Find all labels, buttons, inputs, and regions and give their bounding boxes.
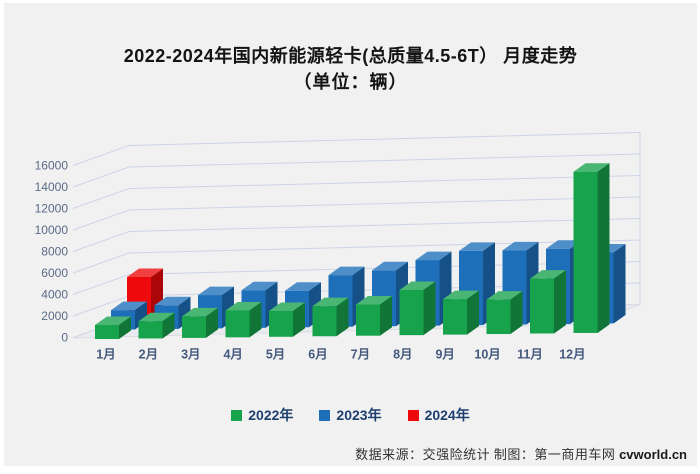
chart-title-line1: 2022-2024年国内新能源轻卡(总质量4.5-6T） 月度走势 [123, 46, 578, 66]
y-axis-tick-label: 14000 [35, 180, 69, 194]
bar-2022年-9月 [443, 290, 479, 335]
bar-2022年-7月 [356, 296, 392, 336]
chart-footer: 数据来源：交强险统计 制图：第一商用车网 cvworld.cn [355, 444, 687, 463]
legend-label: 2022年 [248, 407, 294, 423]
gridline [72, 218, 641, 252]
legend-label: 2024年 [424, 407, 470, 423]
y-axis-tick-label: 0 [61, 331, 68, 345]
chart-title: 2022-2024年国内新能源轻卡(总质量4.5-6T） 月度走势 （单位：辆） [4, 43, 697, 95]
footer-source-text: 数据来源：交强险统计 制图：第一商用车网 [355, 447, 620, 462]
bar-2022年-5月 [269, 302, 305, 337]
x-axis-month-label: 5月 [266, 348, 285, 362]
y-axis-tick-label: 4000 [41, 288, 68, 302]
bar-2022年-6月 [312, 297, 349, 337]
x-axis-month-label: 4月 [223, 348, 242, 362]
legend-swatch [231, 409, 243, 421]
y-axis-tick-label: 2000 [41, 309, 68, 323]
y-axis-tick-label: 8000 [41, 245, 68, 259]
chart-title-line2: （单位：辆） [293, 72, 408, 92]
y-axis-tick-label: 10000 [35, 223, 69, 237]
x-axis-month-label: 9月 [435, 348, 454, 362]
x-axis-month-label: 8月 [393, 348, 412, 362]
footer-site-text: cvworld.cn [619, 447, 687, 462]
bar-2022年-11月 [530, 270, 566, 334]
legend-swatch [407, 409, 419, 421]
x-axis-month-label: 6月 [308, 348, 327, 362]
y-axis-tick-label: 12000 [35, 202, 69, 216]
chart-legend: 2022年 2023年 2024年 [4, 405, 697, 425]
bar-2022年-3月 [182, 307, 218, 338]
x-axis-month-label: 3月 [181, 348, 200, 362]
x-axis-month-label: 2月 [139, 348, 158, 362]
legend-item-2023年: 2023年 [319, 405, 382, 425]
gridline [72, 153, 641, 188]
x-axis-month-label: 10月 [474, 348, 500, 362]
bar-2022年-8月 [399, 281, 436, 336]
x-axis-month-label: 11月 [517, 348, 543, 362]
gridline [72, 132, 641, 166]
x-axis-month-label: 12月 [559, 348, 585, 362]
x-axis-month-label: 1月 [96, 348, 115, 362]
bar-2022年-4月 [225, 301, 262, 338]
chart-canvas: 0 2000 4000 6000 8000 10000 12000 14000 16000 1月 2… [35, 132, 641, 362]
bar-2022年-12月 [573, 163, 610, 333]
legend-item-2022年: 2022年 [231, 405, 293, 425]
bar-2022年-2月 [138, 312, 175, 339]
bar-2022年-1月 [95, 316, 131, 339]
bar-2022年-10月 [486, 291, 523, 335]
y-axis-tick-label: 6000 [41, 266, 68, 280]
gridline [72, 175, 641, 209]
legend-label: 2023年 [336, 407, 382, 423]
y-axis-tick-label: 16000 [35, 159, 69, 173]
legend-swatch [319, 409, 331, 421]
legend-item-2024年: 2024年 [407, 405, 470, 425]
gridline [72, 196, 641, 231]
x-axis-month-label: 7月 [351, 348, 370, 362]
chart-panel: 2022-2024年国内新能源轻卡(总质量4.5-6T） 月度走势 （单位：辆）… [4, 3, 697, 466]
